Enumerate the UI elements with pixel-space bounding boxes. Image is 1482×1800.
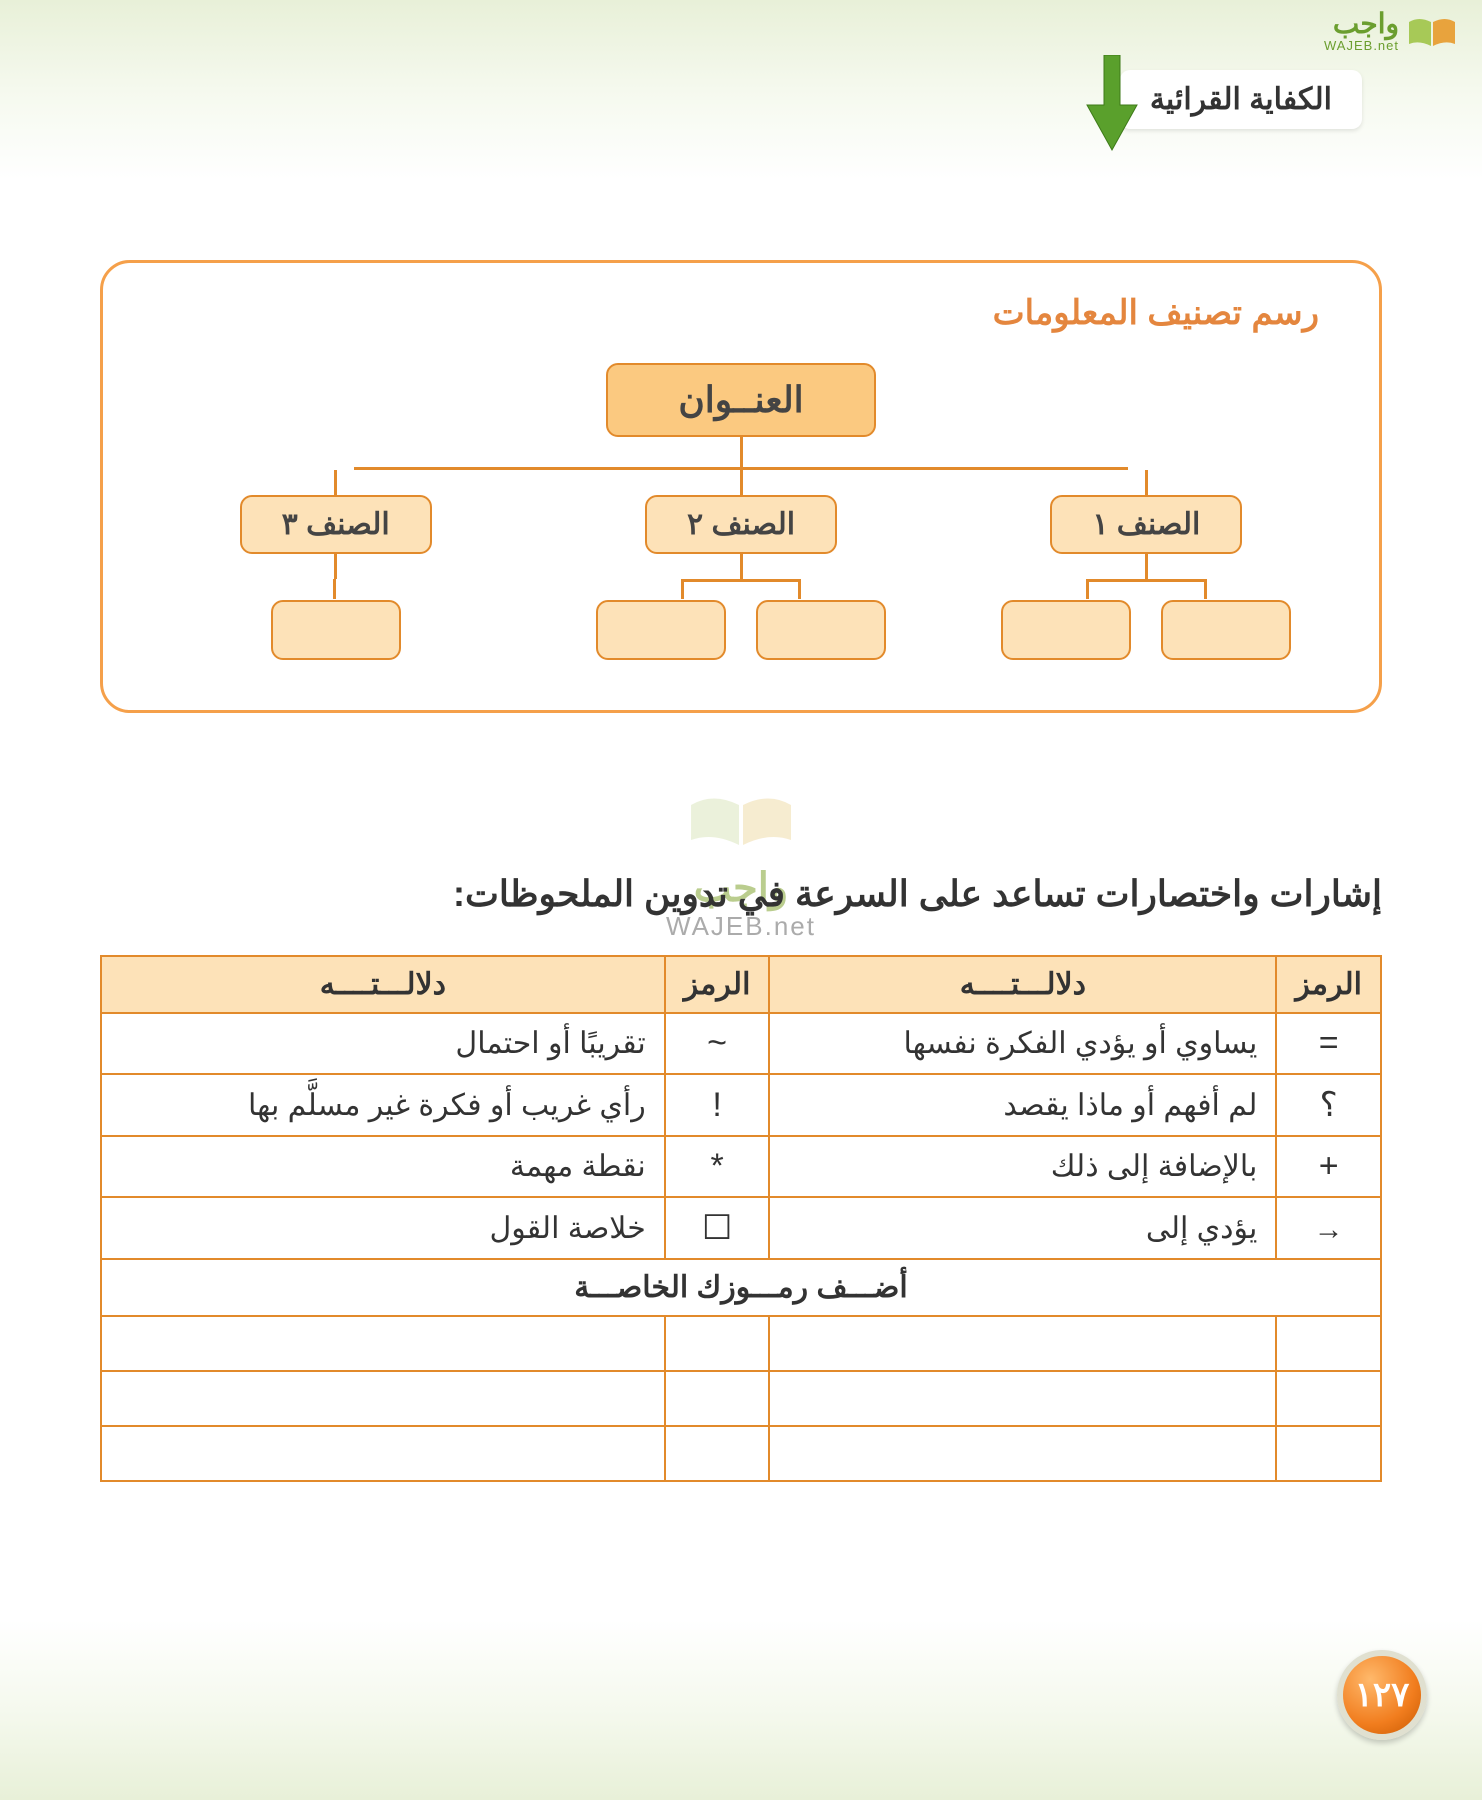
empty-cell[interactable] xyxy=(101,1316,665,1371)
brand-name-ar: واجب xyxy=(1324,10,1399,38)
table-row: → يؤدي إلى ☐ خلاصة القول xyxy=(101,1197,1381,1259)
connector xyxy=(334,470,337,495)
cell-mean: رأي غريب أو فكرة غير مسلَّم بها xyxy=(101,1074,665,1136)
cell-sym: ~ xyxy=(665,1013,770,1074)
leaf-node xyxy=(1161,600,1291,660)
leaf-node xyxy=(1001,600,1131,660)
category-row: الصنف ١ الصنف ٢ xyxy=(163,470,1319,660)
table-row-footer: أضـــف رمـــوزك الخاصـــة xyxy=(101,1259,1381,1316)
cell-mean: بالإضافة إلى ذلك xyxy=(769,1136,1276,1197)
leaf-node xyxy=(756,600,886,660)
leaf-row xyxy=(271,600,401,660)
cell-sym: + xyxy=(1276,1136,1381,1197)
table-row-empty xyxy=(101,1371,1381,1426)
cell-mean: خلاصة القول xyxy=(101,1197,665,1259)
leaf-node xyxy=(596,600,726,660)
cell-sym: ؟ xyxy=(1276,1074,1381,1136)
brand-logo: واجب WAJEB.net xyxy=(1324,10,1457,53)
empty-cell[interactable] xyxy=(1276,1316,1381,1371)
page-number: ١٢٧ xyxy=(1355,1675,1410,1715)
page-number-badge: ١٢٧ xyxy=(1337,1650,1427,1740)
table-row-empty xyxy=(101,1316,1381,1371)
section-tab: الكفاية القرائية xyxy=(1120,70,1362,129)
leaf-row xyxy=(596,600,886,660)
cell-mean: يساوي أو يؤدي الفكرة نفسها xyxy=(769,1013,1276,1074)
empty-cell[interactable] xyxy=(665,1316,770,1371)
th-mean2: دلالـــتــــه xyxy=(101,956,665,1013)
cell-sym: → xyxy=(1276,1197,1381,1259)
cell-mean: يؤدي إلى xyxy=(769,1197,1276,1259)
bg-bottom xyxy=(0,1620,1482,1800)
leaf-row xyxy=(1001,600,1291,660)
connector xyxy=(1145,554,1148,579)
table-row: + بالإضافة إلى ذلك * نقطة مهمة xyxy=(101,1136,1381,1197)
arrow-left-icon: → xyxy=(1314,1213,1344,1247)
cell-sym: = xyxy=(1276,1013,1381,1074)
empty-cell[interactable] xyxy=(769,1371,1276,1426)
empty-cell[interactable] xyxy=(665,1426,770,1481)
empty-cell[interactable] xyxy=(769,1316,1276,1371)
tree-root: العنــوان xyxy=(606,363,875,437)
connector xyxy=(1025,579,1267,582)
th-sym1: الرمز xyxy=(1276,956,1381,1013)
table-row: ؟ لم أفهم أو ماذا يقصد ! رأي غريب أو فكر… xyxy=(101,1074,1381,1136)
brand-name-en: WAJEB.net xyxy=(1324,38,1399,53)
cell-mean: تقريبًا أو احتمال xyxy=(101,1013,665,1074)
empty-cell[interactable] xyxy=(101,1426,665,1481)
symbols-table: الرمز دلالـــتــــه الرمز دلالـــتــــه … xyxy=(100,955,1382,1482)
category-node: الصنف ٣ xyxy=(240,495,432,554)
cell-sym: ☐ xyxy=(665,1197,770,1259)
connector xyxy=(249,579,422,582)
book-icon xyxy=(1407,12,1457,52)
connector xyxy=(163,467,1319,470)
diagram-panel: رسم تصنيف المعلومات العنــوان الصنف ١ xyxy=(100,260,1382,713)
connector xyxy=(740,437,743,467)
empty-cell[interactable] xyxy=(769,1426,1276,1481)
connector xyxy=(1145,470,1148,495)
category-node: الصنف ٢ xyxy=(645,495,837,554)
cell-sym: ! xyxy=(665,1074,770,1136)
category-col: الصنف ١ xyxy=(974,470,1319,660)
category-col: الصنف ٣ xyxy=(163,470,508,660)
connector xyxy=(620,579,862,582)
category-col: الصنف ٢ xyxy=(568,470,913,660)
th-sym2: الرمز xyxy=(665,956,770,1013)
diagram-title: رسم تصنيف المعلومات xyxy=(163,293,1319,333)
cell-sym: * xyxy=(665,1136,770,1197)
main-content: رسم تصنيف المعلومات العنــوان الصنف ١ xyxy=(100,260,1382,1482)
empty-cell[interactable] xyxy=(1276,1426,1381,1481)
table-row-empty xyxy=(101,1426,1381,1481)
connector xyxy=(334,554,337,579)
empty-cell[interactable] xyxy=(1276,1371,1381,1426)
table-footer: أضـــف رمـــوزك الخاصـــة xyxy=(101,1259,1381,1316)
subheading: إشارات واختصارات تساعد على السرعة في تدو… xyxy=(100,873,1382,915)
tree-diagram: العنــوان الصنف ١ xyxy=(163,363,1319,660)
arrow-down-icon xyxy=(1082,55,1142,155)
empty-cell[interactable] xyxy=(665,1371,770,1426)
leaf-node xyxy=(271,600,401,660)
connector xyxy=(740,554,743,579)
category-node: الصنف ١ xyxy=(1050,495,1242,554)
connector xyxy=(740,470,743,495)
cell-mean: لم أفهم أو ماذا يقصد xyxy=(769,1074,1276,1136)
th-mean1: دلالـــتــــه xyxy=(769,956,1276,1013)
cell-mean: نقطة مهمة xyxy=(101,1136,665,1197)
empty-cell[interactable] xyxy=(101,1371,665,1426)
table-row: = يساوي أو يؤدي الفكرة نفسها ~ تقريبًا أ… xyxy=(101,1013,1381,1074)
